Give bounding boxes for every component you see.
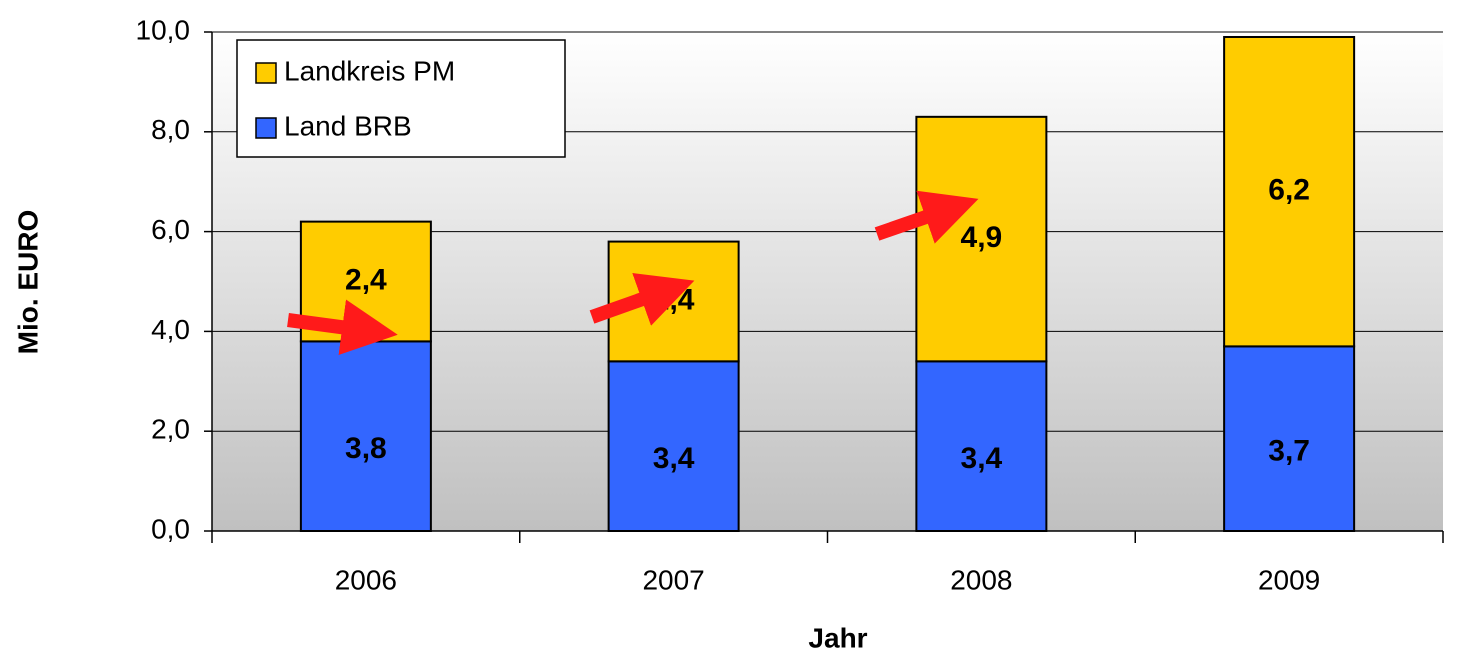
arrow xyxy=(287,299,398,356)
y-tick-label: 8,0 xyxy=(151,114,190,145)
value-label: 3,4 xyxy=(653,442,695,475)
bar-segment xyxy=(1223,345,1356,532)
legend-swatch xyxy=(255,117,277,139)
bar-segment xyxy=(1223,35,1356,348)
value-label: 2,4 xyxy=(345,263,387,296)
value-label: 6,2 xyxy=(1268,174,1310,207)
y-tick-label: 0,0 xyxy=(151,513,190,544)
x-tick-label: 2009 xyxy=(1258,564,1320,595)
value-label: 3,8 xyxy=(345,432,387,465)
y-tick-label: 6,0 xyxy=(151,214,190,245)
legend-box xyxy=(236,39,566,158)
x-tick-label: 2006 xyxy=(335,564,397,595)
bar-segment xyxy=(915,115,1048,363)
arrow xyxy=(874,190,979,244)
legend-label: Landkreis PM xyxy=(284,55,455,86)
arrows xyxy=(287,190,979,356)
y-tick-label: 2,0 xyxy=(151,414,190,445)
value-label: 4,9 xyxy=(961,221,1003,254)
arrow xyxy=(589,272,695,326)
value-label: 3,7 xyxy=(1268,435,1310,468)
x-tick-label: 2008 xyxy=(950,564,1012,595)
value-label: 3,4 xyxy=(961,442,1003,475)
legend-label: Land BRB xyxy=(284,110,412,141)
y-tick-label: 10,0 xyxy=(136,14,191,45)
y-tick-label: 4,0 xyxy=(151,314,190,345)
x-tick-label: 2007 xyxy=(642,564,704,595)
legend-swatch xyxy=(255,62,277,84)
x-axis-label: Jahr xyxy=(808,622,867,653)
y-axis-label: Mio. EURO xyxy=(12,210,43,355)
bar-segment xyxy=(299,340,432,532)
